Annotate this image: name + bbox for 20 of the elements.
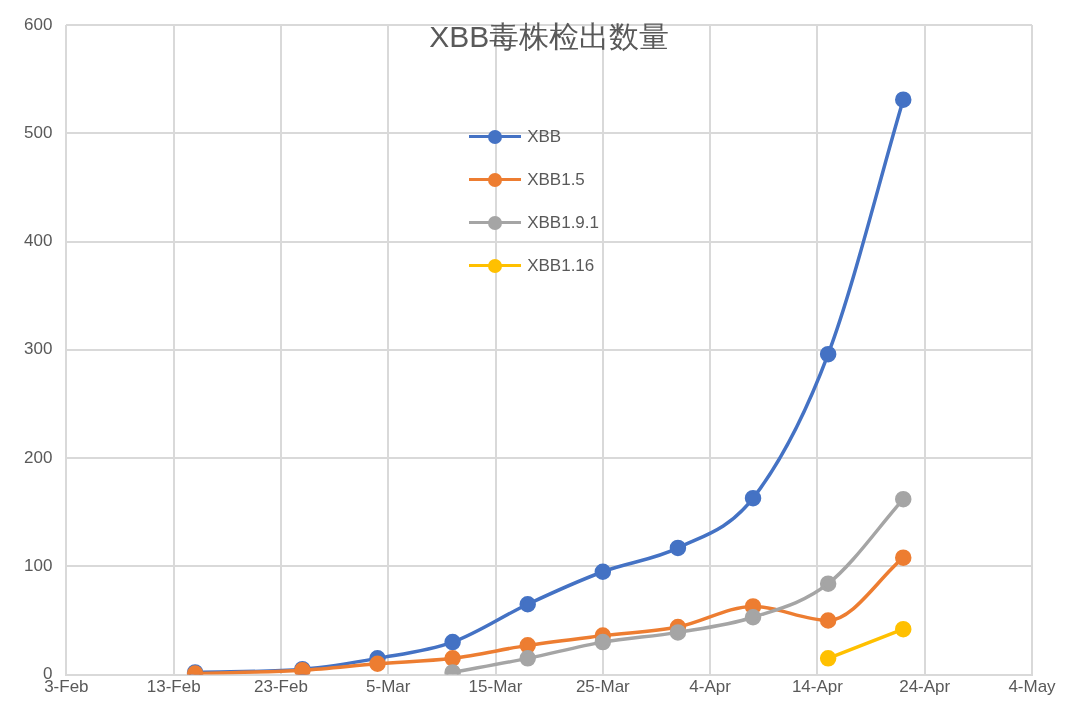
y-tick-label: 600	[23, 14, 53, 34]
legend-label: XBB1.16	[527, 255, 595, 276]
y-tick-label: 100	[23, 556, 53, 576]
x-tick-label: 4-Apr	[689, 677, 732, 697]
x-tick-label: 14-Apr	[791, 677, 844, 697]
x-tick-label: 5-Mar	[366, 677, 411, 697]
x-tick-label: 24-Apr	[899, 677, 951, 697]
legend-label: XBB1.9.1	[527, 212, 599, 233]
x-tick-label: 15-Mar	[468, 677, 523, 697]
x-tick-label: 25-Mar	[575, 677, 631, 697]
x-tick-label: 23-Feb	[254, 677, 308, 697]
chart-title: XBB毒株检出数量	[429, 20, 670, 54]
legend-label: XBB1.5	[527, 169, 585, 190]
y-tick-label: 300	[23, 339, 53, 359]
x-tick-label: 13-Feb	[146, 677, 201, 697]
y-tick-label: 200	[23, 447, 53, 467]
x-tick-label: 4-May	[1008, 677, 1057, 697]
y-tick-label: 500	[23, 122, 53, 142]
y-tick-label: 400	[23, 231, 53, 251]
legend-label: XBB	[527, 126, 562, 147]
